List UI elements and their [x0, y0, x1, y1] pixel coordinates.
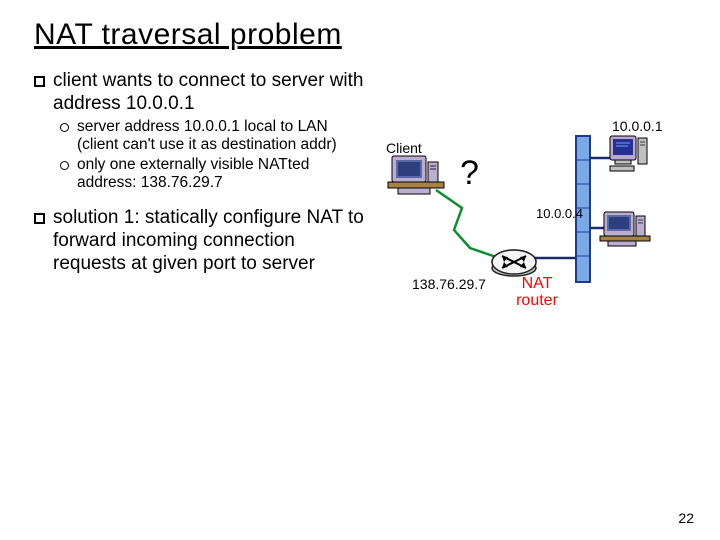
slide-title: NAT traversal problem: [34, 18, 686, 52]
bullet-circle-icon: [60, 123, 69, 132]
sub-1: server address 10.0.0.1 local to LAN (cl…: [60, 118, 366, 155]
client-label: Client: [386, 140, 422, 156]
bullet-2: solution 1: statically configure NAT to …: [34, 207, 366, 275]
bullet-2-text: solution 1: statically configure NAT to …: [53, 207, 366, 275]
ext-addr-label: 138.76.29.7: [412, 276, 486, 292]
router-label: NAT router: [502, 276, 572, 310]
text-column: client wants to connect to server with a…: [34, 70, 374, 277]
server-addr-label: 10.0.0.1: [612, 118, 663, 134]
sub-2: only one externally visible NATted addre…: [60, 156, 366, 193]
bullet-circle-icon: [60, 161, 69, 170]
sub-2-text: only one externally visible NATted addre…: [77, 156, 366, 193]
bullet-square-icon: [34, 213, 45, 224]
page-number: 22: [678, 510, 694, 526]
network-diagram: Client ? 138.76.29.7 10.0.0.1 10.0.0.4 N…: [374, 118, 674, 338]
question-mark: ?: [460, 154, 479, 193]
bullet-1-text: client wants to connect to server with a…: [53, 70, 366, 116]
sub-1-text: server address 10.0.0.1 local to LAN (cl…: [77, 118, 366, 155]
bullet-1: client wants to connect to server with a…: [34, 70, 366, 116]
bullet-1-sublist: server address 10.0.0.1 local to LAN (cl…: [60, 118, 366, 193]
host-addr-label: 10.0.0.4: [536, 206, 583, 221]
content-row: client wants to connect to server with a…: [34, 70, 686, 338]
bullet-square-icon: [34, 76, 45, 87]
